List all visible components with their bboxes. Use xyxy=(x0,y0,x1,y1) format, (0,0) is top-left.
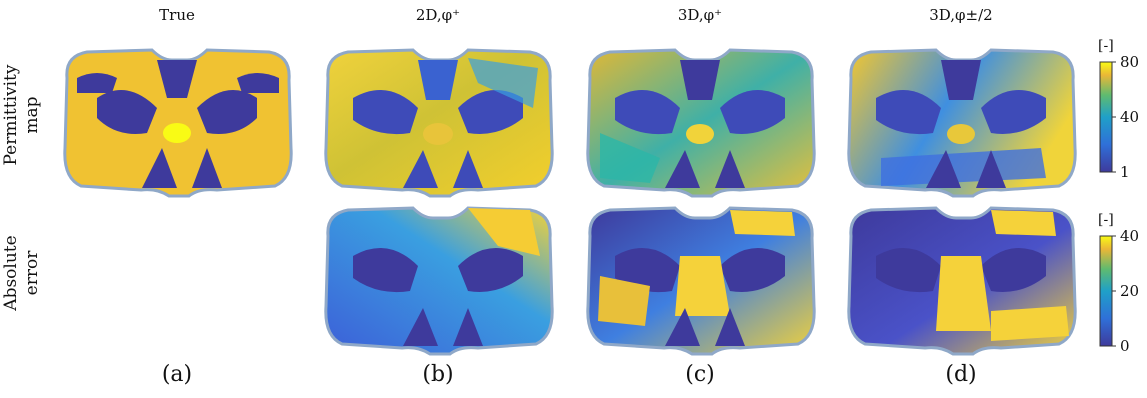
colorbar-error-tick-0: 0 xyxy=(1120,337,1130,355)
colorbar-error-tick-20: 20 xyxy=(1120,282,1140,300)
colorbar-permittivity xyxy=(1099,61,1116,173)
colorbar-error-unit: [-] xyxy=(1098,212,1114,228)
panel-c-error xyxy=(586,206,816,356)
panel-b-permittivity xyxy=(324,48,554,198)
column-title-b: 2D,φ⁺ xyxy=(415,6,461,24)
panel-a-permittivity xyxy=(63,48,293,198)
row-label-permittivity-line2: map xyxy=(22,96,42,134)
row-label-error-line2: error xyxy=(22,250,42,296)
colorbar-error xyxy=(1099,235,1116,347)
colorbar-permittivity-tick-1: 1 xyxy=(1120,163,1130,181)
colorbar-error-tick-40: 40 xyxy=(1120,227,1140,245)
colorbar-permittivity-unit: [-] xyxy=(1098,38,1114,54)
panel-c-permittivity xyxy=(586,48,816,198)
row-label-error-line1: Absolute xyxy=(1,235,21,311)
panel-d-permittivity xyxy=(847,48,1077,198)
subfigure-label-a: (a) xyxy=(161,362,193,387)
panel-d-error xyxy=(847,206,1077,356)
subfigure-label-d: (d) xyxy=(945,362,977,387)
colorbar-permittivity-tick-40: 40 xyxy=(1120,108,1140,126)
row-label-error: Absolute error xyxy=(1,203,43,343)
row-label-permittivity: Permittivity map xyxy=(1,45,43,185)
column-title-d: 3D,φ±/2 xyxy=(929,6,993,24)
subfigure-label-b: (b) xyxy=(422,362,454,387)
subfigure-label-c: (c) xyxy=(685,362,715,387)
column-title-a: True xyxy=(159,6,195,24)
column-title-c: 3D,φ⁺ xyxy=(677,6,723,24)
row-label-permittivity-line1: Permittivity xyxy=(1,64,21,166)
panel-b-error xyxy=(324,206,554,356)
colorbar-permittivity-tick-80: 80 xyxy=(1120,53,1140,71)
